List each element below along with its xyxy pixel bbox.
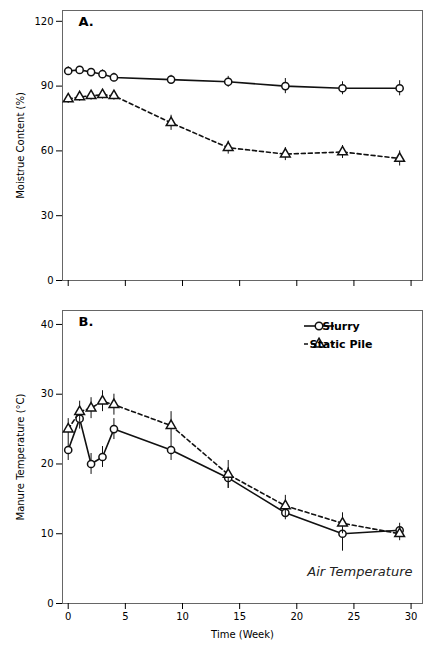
svg-text:30: 30 bbox=[41, 210, 54, 221]
svg-text:15: 15 bbox=[233, 611, 246, 622]
svg-text:30: 30 bbox=[41, 388, 54, 399]
svg-text:A.: A. bbox=[79, 14, 94, 29]
svg-text:Manure Temperature (°C): Manure Temperature (°C) bbox=[15, 393, 26, 520]
svg-text:60: 60 bbox=[41, 145, 54, 156]
svg-text:10: 10 bbox=[41, 528, 54, 539]
svg-text:20: 20 bbox=[41, 458, 54, 469]
svg-text:Time (Week): Time (Week) bbox=[210, 629, 274, 640]
svg-text:0: 0 bbox=[47, 598, 53, 609]
svg-text:5: 5 bbox=[122, 611, 128, 622]
svg-text:Moistrue Content (%): Moistrue Content (%) bbox=[15, 92, 26, 199]
svg-text:120: 120 bbox=[34, 15, 53, 26]
svg-text:Slurry: Slurry bbox=[322, 320, 360, 333]
svg-text:B.: B. bbox=[79, 314, 94, 329]
svg-text:Static Pile: Static Pile bbox=[309, 338, 372, 351]
svg-text:10: 10 bbox=[176, 611, 189, 622]
svg-text:40: 40 bbox=[41, 319, 54, 330]
svg-text:25: 25 bbox=[348, 611, 361, 622]
svg-text:20: 20 bbox=[290, 611, 303, 622]
svg-text:90: 90 bbox=[41, 80, 54, 91]
svg-text:30: 30 bbox=[405, 611, 418, 622]
svg-text:Air Temperature: Air Temperature bbox=[306, 564, 412, 579]
svg-text:0: 0 bbox=[47, 275, 53, 286]
svg-text:0: 0 bbox=[65, 611, 71, 622]
